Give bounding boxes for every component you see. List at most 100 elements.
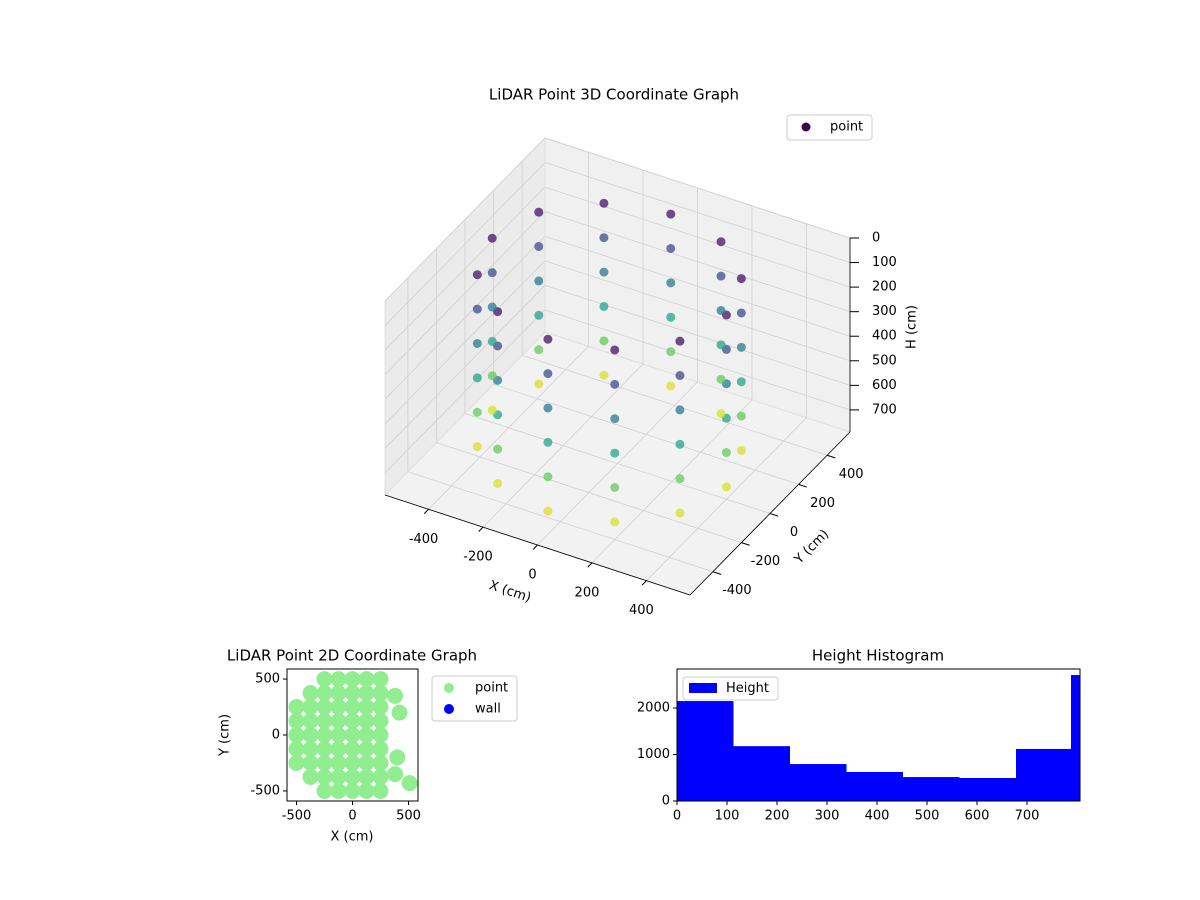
grid-line <box>493 384 799 485</box>
point <box>675 405 685 415</box>
point <box>330 713 347 730</box>
point <box>302 727 319 743</box>
point <box>666 278 676 288</box>
point <box>716 374 726 384</box>
histogram-bar <box>1016 748 1071 801</box>
point <box>288 740 305 757</box>
point <box>344 671 361 688</box>
point <box>358 768 375 785</box>
tick-mark <box>478 526 484 532</box>
point <box>721 482 731 492</box>
histogram-bar <box>959 777 1016 801</box>
point <box>610 482 620 492</box>
chart-title: Height Histogram <box>812 647 944 665</box>
z-axis-label: H (cm) <box>905 305 920 349</box>
point <box>389 749 406 766</box>
point <box>316 671 333 688</box>
point <box>543 369 553 379</box>
x-tick-label: 0 <box>348 809 356 824</box>
point <box>372 754 389 771</box>
point <box>487 268 497 278</box>
point <box>372 740 389 757</box>
tick-mark <box>587 562 593 568</box>
x-tick-label: 400 <box>865 809 890 824</box>
x-axis-label: X (cm) <box>487 578 533 606</box>
x-tick-label: -200 <box>463 550 493 565</box>
legend-box <box>431 675 518 722</box>
legend-marker <box>689 683 717 693</box>
point <box>666 381 676 391</box>
point <box>472 270 482 280</box>
point <box>358 699 375 716</box>
point <box>391 704 408 721</box>
point <box>372 782 389 799</box>
x-tick-label: 300 <box>815 809 840 824</box>
grid-line <box>384 162 546 326</box>
axes-frame <box>676 668 1081 802</box>
grid-line <box>384 235 546 400</box>
grid-line <box>384 137 546 302</box>
point <box>599 198 609 208</box>
point <box>330 685 347 702</box>
point <box>344 699 361 716</box>
point <box>487 233 497 243</box>
point <box>487 336 497 346</box>
histogram-bar <box>846 771 903 801</box>
histogram-bar <box>733 746 790 801</box>
point <box>736 411 746 421</box>
y-axis-label: Y (cm) <box>218 714 233 757</box>
tick-mark <box>712 571 722 575</box>
grid-line <box>384 211 546 375</box>
y-tick-label: 1000 <box>637 747 670 762</box>
tick-mark <box>798 483 807 488</box>
tick-mark <box>769 513 779 517</box>
x-axis-line <box>384 494 691 596</box>
y-tick-label: 500 <box>255 672 280 687</box>
point <box>736 377 746 387</box>
point <box>344 768 361 785</box>
grid-line <box>384 309 546 474</box>
point <box>330 671 347 688</box>
point <box>316 727 333 743</box>
point <box>534 345 544 355</box>
histogram-bar <box>1071 675 1080 801</box>
point <box>302 685 319 702</box>
point <box>358 713 375 730</box>
grid-line <box>544 260 851 362</box>
point <box>302 713 319 730</box>
point <box>330 699 347 716</box>
point <box>344 727 361 743</box>
point <box>716 409 726 419</box>
point <box>493 444 503 454</box>
y-tick-label: -400 <box>722 583 752 598</box>
point <box>316 768 333 785</box>
point <box>610 517 620 527</box>
point <box>543 506 553 516</box>
legend-marker <box>444 704 454 714</box>
point <box>487 371 497 381</box>
point <box>344 740 361 757</box>
point <box>534 242 544 252</box>
point <box>358 671 375 688</box>
point <box>387 687 404 704</box>
point <box>330 727 347 743</box>
point <box>736 308 746 318</box>
tick-mark <box>741 542 750 546</box>
point <box>675 439 685 449</box>
grid-line <box>384 285 546 449</box>
histogram-bar <box>790 764 847 801</box>
x-tick-label: 700 <box>1015 809 1040 824</box>
tick-mark <box>423 508 429 515</box>
point <box>358 740 375 757</box>
legend-label: wall <box>475 702 501 717</box>
point <box>372 685 389 702</box>
point <box>316 754 333 771</box>
point <box>358 685 375 702</box>
point <box>387 766 404 783</box>
point <box>330 768 347 785</box>
point <box>721 448 731 458</box>
point <box>358 754 375 771</box>
grid-line <box>384 186 546 351</box>
point <box>316 740 333 757</box>
point <box>675 336 685 346</box>
